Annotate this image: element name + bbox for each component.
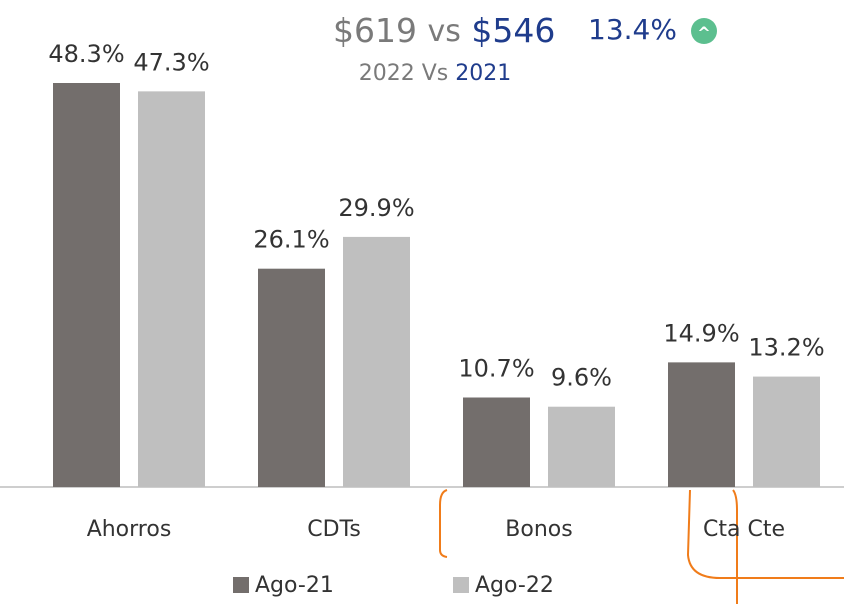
legend-label: Ago-21 bbox=[255, 573, 334, 598]
previous-value: $546 bbox=[471, 11, 555, 50]
x-tick-label: Ahorros bbox=[87, 517, 172, 542]
bar bbox=[668, 362, 735, 487]
legend-label: Ago-22 bbox=[475, 573, 554, 598]
header-values: $619 vs $546 bbox=[333, 11, 555, 50]
bar bbox=[258, 268, 325, 487]
connector: vs bbox=[427, 14, 460, 49]
value-label: 10.7% bbox=[458, 355, 534, 383]
year-connector: Vs bbox=[422, 61, 449, 86]
value-label: 9.6% bbox=[551, 364, 612, 392]
x-tick-label: CDTs bbox=[307, 517, 361, 542]
change-icon: ^ bbox=[697, 24, 710, 43]
previous-year: 2021 bbox=[455, 61, 511, 86]
value-label: 14.9% bbox=[663, 319, 739, 347]
bar bbox=[548, 406, 615, 487]
value-label: 29.9% bbox=[338, 194, 414, 222]
x-tick-label: Cta Cte bbox=[703, 517, 785, 542]
bar bbox=[463, 397, 530, 487]
current-value: $619 bbox=[333, 11, 417, 50]
value-label: 48.3% bbox=[48, 40, 124, 68]
value-label: 13.2% bbox=[748, 334, 824, 362]
value-label: 47.3% bbox=[133, 48, 209, 76]
annotation-stroke bbox=[732, 489, 738, 604]
bar bbox=[138, 91, 205, 488]
bar bbox=[753, 376, 820, 487]
bar bbox=[343, 236, 410, 487]
annotation-stroke bbox=[439, 489, 448, 558]
value-label: 26.1% bbox=[253, 226, 329, 254]
header-years: 2022 Vs 2021 bbox=[359, 61, 512, 86]
annotation-stroke bbox=[686, 489, 844, 579]
x-tick-label: Bonos bbox=[505, 517, 572, 542]
legend-swatch bbox=[453, 577, 469, 593]
change-badge bbox=[691, 18, 717, 44]
legend-swatch bbox=[233, 577, 249, 593]
bar bbox=[53, 83, 120, 487]
change: 13.4% bbox=[588, 13, 677, 46]
current-year: 2022 bbox=[359, 61, 415, 86]
